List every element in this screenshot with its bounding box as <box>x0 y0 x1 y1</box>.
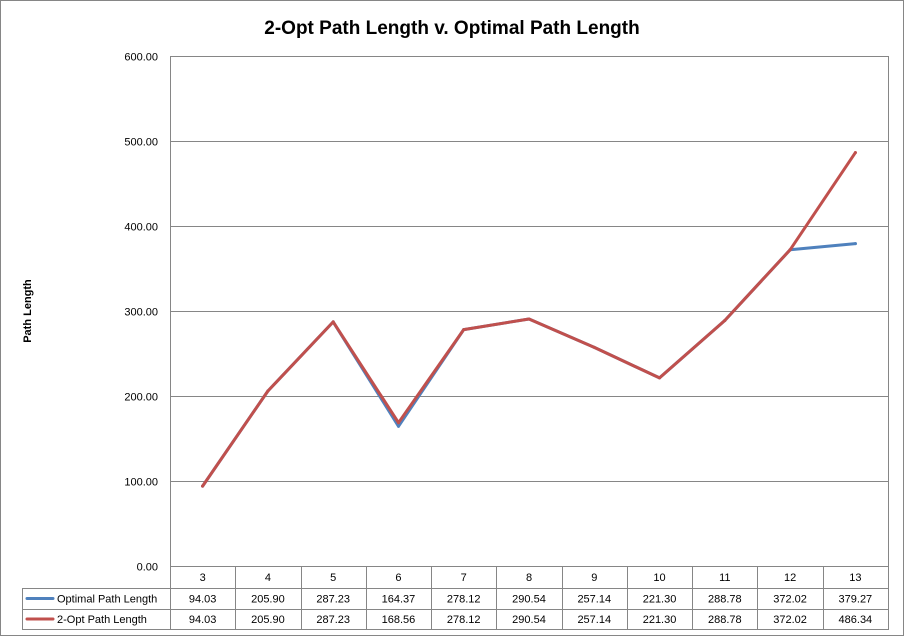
data-point-optimal-path-length <box>853 242 857 246</box>
data-point-2-opt-path-length <box>723 319 727 322</box>
x-category-label: 7 <box>461 572 467 584</box>
data-point-optimal-path-length <box>397 424 400 428</box>
series-2-opt-path-length <box>201 151 857 488</box>
y-tick-label: 600.00 <box>124 52 158 64</box>
data-point-2-opt-path-length <box>527 317 531 321</box>
chart-title: 2-Opt Path Length v. Optimal Path Length <box>264 18 639 39</box>
data-point-2-opt-path-length <box>853 151 857 155</box>
x-category-label: 9 <box>591 572 597 584</box>
table-value-optimal-path-length: 94.03 <box>189 594 217 606</box>
table-value-2-opt-path-length: 287.23 <box>316 614 350 626</box>
x-category-label: 11 <box>719 572 730 584</box>
table-value-2-opt-path-length: 168.56 <box>382 614 416 626</box>
table-value-optimal-path-length: 257.14 <box>577 594 611 606</box>
x-category-label: 4 <box>265 572 271 584</box>
x-category-label: 13 <box>849 572 861 584</box>
table-value-optimal-path-length: 290.54 <box>512 594 546 606</box>
legend-label-optimal-path-length: Optimal Path Length <box>57 594 157 606</box>
data-point-2-opt-path-length <box>462 328 466 332</box>
data-point-2-opt-path-length <box>397 421 400 425</box>
data-point-2-opt-path-length <box>201 484 205 488</box>
x-category-label: 12 <box>784 572 796 584</box>
data-table: 3 4 5 6 7 8 9 10 11 12 13 Optimal Path Length 94.03 2… <box>22 566 889 630</box>
table-value-2-opt-path-length: 94.03 <box>189 614 217 626</box>
table-value-optimal-path-length: 379.27 <box>839 594 873 606</box>
table-value-optimal-path-length: 278.12 <box>447 594 481 606</box>
y-tick-label: 500.00 <box>124 137 158 149</box>
table-value-optimal-path-length: 221.30 <box>643 594 677 606</box>
table-value-optimal-path-length: 372.02 <box>773 594 807 606</box>
legend-label-2-opt-path-length: 2-Opt Path Length <box>57 614 147 626</box>
y-tick-label: 200.00 <box>124 392 158 404</box>
table-value-2-opt-path-length: 257.14 <box>577 614 611 626</box>
data-point-2-opt-path-length <box>788 248 792 252</box>
y-tick-label: 400.00 <box>124 222 158 234</box>
table-value-2-opt-path-length: 278.12 <box>447 614 481 626</box>
y-axis-label: Path Length <box>22 279 34 343</box>
table-value-optimal-path-length: 205.90 <box>251 594 285 606</box>
series-lines <box>201 151 857 488</box>
data-point-2-opt-path-length <box>331 320 335 324</box>
table-value-optimal-path-length: 288.78 <box>708 594 742 606</box>
data-point-2-opt-path-length <box>658 376 661 380</box>
table-value-optimal-path-length: 287.23 <box>316 594 350 606</box>
x-category-label: 6 <box>395 572 401 584</box>
x-category-label: 3 <box>200 572 206 584</box>
x-category-label: 5 <box>330 572 336 584</box>
x-category-label: 8 <box>526 572 532 584</box>
table-value-2-opt-path-length: 372.02 <box>773 614 807 626</box>
y-tick-label: 100.00 <box>124 477 158 489</box>
data-point-2-opt-path-length <box>266 389 270 393</box>
table-value-2-opt-path-length: 288.78 <box>708 614 742 626</box>
gridlines <box>170 56 889 566</box>
y-axis-tick-labels: 0.00 100.00 200.00 300.00 400.00 500.00 600.00 <box>124 52 158 574</box>
x-category-label: 10 <box>653 572 665 584</box>
table-value-2-opt-path-length: 486.34 <box>839 614 873 626</box>
table-value-2-opt-path-length: 221.30 <box>643 614 677 626</box>
table-value-2-opt-path-length: 290.54 <box>512 614 546 626</box>
data-point-2-opt-path-length <box>592 345 596 349</box>
table-value-2-opt-path-length: 205.90 <box>251 614 285 626</box>
table-value-optimal-path-length: 164.37 <box>382 594 416 606</box>
y-tick-label: 300.00 <box>124 307 158 319</box>
y-tick-label: 0.00 <box>137 562 158 574</box>
